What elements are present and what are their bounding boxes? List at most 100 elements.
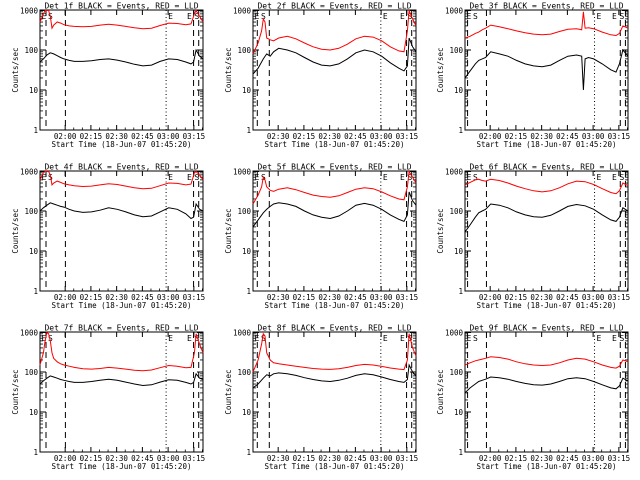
plot-frame [39, 331, 204, 453]
event-marker-e: E [187, 12, 192, 21]
x-tick-label: 02:45 [131, 132, 154, 141]
series-line-events [39, 48, 204, 67]
y-tick-label: 1 [33, 448, 38, 457]
y-tick-label: 1000 [445, 7, 464, 16]
y-axis-label: Counts/sec [224, 47, 233, 92]
x-tick-label: 03:00 [582, 454, 605, 463]
x-tick-label: 02:30 [530, 454, 553, 463]
x-tick-label: 02:45 [344, 293, 367, 302]
y-tick-label: 100 [24, 368, 38, 377]
x-tick-label: 02:45 [556, 293, 579, 302]
x-tick-label: 03:00 [157, 293, 180, 302]
y-axis-label: Counts/sec [11, 47, 20, 92]
event-marker-e: E [383, 334, 388, 343]
panel-title: Det 6f BLACK = Events, RED = LLD [469, 163, 623, 172]
event-marker-e: E [400, 173, 405, 182]
event-marker-e: E [255, 12, 260, 21]
event-marker-e: E [597, 12, 602, 21]
y-tick-label: 10 [454, 408, 464, 417]
x-tick-label: 02:15 [293, 454, 316, 463]
x-tick-label: 02:15 [293, 132, 316, 141]
event-marker-e: E [168, 12, 173, 21]
y-tick-label: 1000 [233, 7, 252, 16]
series-line-lld [252, 169, 417, 205]
series-line-lld [39, 170, 204, 190]
x-tick-label: 02:00 [479, 293, 502, 302]
event-marker-s: S [261, 12, 266, 21]
x-tick-label: 02:15 [80, 454, 103, 463]
event-marker-e: E [612, 334, 617, 343]
panel-det-9f: Det 9f BLACK = Events, RED = LLD 1 10 100 10… [436, 324, 630, 472]
x-tick-label: 02:45 [131, 454, 154, 463]
y-tick-label: 10 [454, 86, 464, 95]
x-axis-label: Start Time (18-Jun-07 01:45:20) [265, 301, 405, 310]
y-tick-label: 1000 [20, 168, 39, 177]
panel-det-6f: Det 6f BLACK = Events, RED = LLD 1 10 100 10… [436, 163, 630, 311]
y-tick-label: 1000 [233, 168, 252, 177]
x-tick-label: 03:15 [608, 454, 631, 463]
event-marker-s: S [473, 334, 478, 343]
series-line-lld [464, 178, 629, 195]
panel-title: Det 1f BLACK = Events, RED = LLD [44, 2, 198, 11]
y-tick-label: 10 [29, 408, 39, 417]
y-tick-label: 10 [242, 86, 252, 95]
y-tick-label: 1 [458, 126, 463, 135]
y-tick-label: 100 [237, 46, 251, 55]
x-tick-label: 03:00 [370, 293, 393, 302]
event-marker-e: E [597, 173, 602, 182]
event-marker-s: S [473, 173, 478, 182]
x-tick-label: 02:15 [505, 132, 528, 141]
x-tick-label: 02:30 [530, 132, 553, 141]
event-marker-e: E [467, 334, 472, 343]
x-tick-label: 02:15 [293, 293, 316, 302]
event-marker-e: E [597, 334, 602, 343]
x-axis-label: Start Time (18-Jun-07 01:45:20) [265, 140, 405, 149]
x-axis-label: Start Time (18-Jun-07 01:45:20) [477, 301, 617, 310]
y-tick-label: 100 [237, 207, 251, 216]
series-line-events [464, 48, 629, 91]
x-tick-label: 02:30 [318, 132, 341, 141]
event-marker-s: S [620, 334, 625, 343]
x-tick-label: 02:15 [505, 293, 528, 302]
series-line-events [252, 37, 417, 75]
series-line-lld [252, 10, 417, 55]
y-tick-label: 1000 [445, 329, 464, 338]
event-marker-e: E [400, 334, 405, 343]
panel-det-2f: Det 2f BLACK = Events, RED = LLD 1 10 100 10… [224, 2, 418, 150]
x-tick-label: 02:00 [54, 132, 77, 141]
y-axis-label: Counts/sec [11, 369, 20, 414]
y-axis-label: Counts/sec [436, 47, 445, 92]
x-axis-label: Start Time (18-Jun-07 01:45:20) [477, 462, 617, 471]
panel-title: Det 2f BLACK = Events, RED = LLD [257, 2, 411, 11]
event-marker-e: E [42, 173, 47, 182]
x-axis-label: Start Time (18-Jun-07 01:45:20) [52, 301, 192, 310]
y-tick-label: 1000 [233, 329, 252, 338]
plot-frame [39, 9, 204, 131]
y-tick-label: 100 [237, 368, 251, 377]
y-tick-label: 1 [33, 126, 38, 135]
event-marker-e: E [255, 334, 260, 343]
x-tick-label: 02:15 [80, 293, 103, 302]
plot-frame [464, 170, 629, 292]
event-marker-e: E [187, 173, 192, 182]
x-tick-label: 02:15 [80, 132, 103, 141]
x-tick-label: 03:00 [370, 132, 393, 141]
x-tick-label: 02:00 [54, 454, 77, 463]
panel-det-5f: Det 5f BLACK = Events, RED = LLD 1 10 100 10… [224, 163, 418, 311]
x-tick-label: 03:00 [370, 454, 393, 463]
event-marker-s: S [195, 12, 200, 21]
y-tick-label: 10 [29, 247, 39, 256]
event-marker-s: S [195, 334, 200, 343]
plot-frame [464, 331, 629, 453]
x-tick-label: 03:15 [396, 454, 419, 463]
x-tick-label: 03:00 [157, 454, 180, 463]
event-marker-s: S [408, 173, 413, 182]
series-line-lld [39, 9, 204, 30]
y-axis-label: Counts/sec [224, 208, 233, 253]
plot-frame [39, 170, 204, 292]
panel-title: Det 3f BLACK = Events, RED = LLD [469, 2, 623, 11]
x-tick-label: 02:15 [505, 454, 528, 463]
x-tick-label: 03:15 [396, 293, 419, 302]
y-tick-label: 10 [242, 247, 252, 256]
